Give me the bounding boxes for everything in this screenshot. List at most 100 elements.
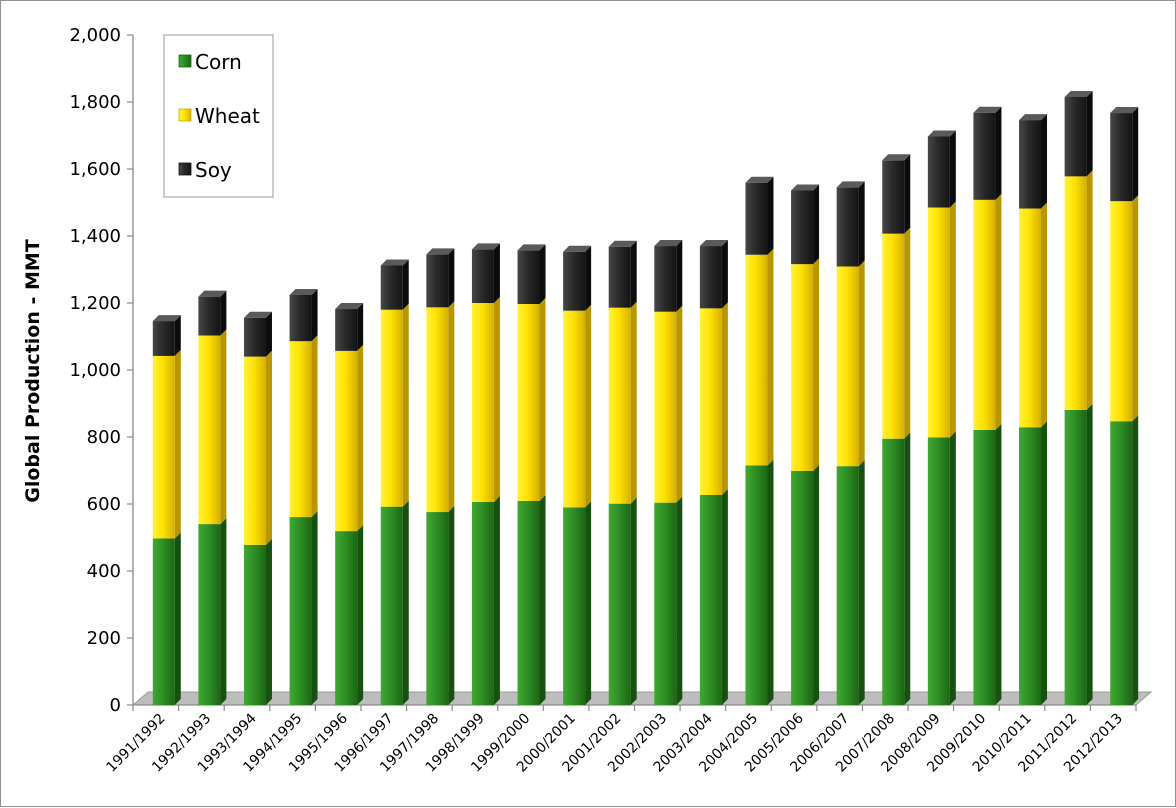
bar-top-soy bbox=[791, 184, 820, 191]
bar-segment-wheat bbox=[563, 310, 586, 508]
bar-group bbox=[243, 311, 272, 705]
bar-top-soy bbox=[608, 240, 637, 247]
bar-side-corn bbox=[1086, 403, 1093, 705]
bar-side-soy bbox=[265, 311, 272, 357]
bar-side-corn bbox=[585, 501, 592, 705]
bar-side-wheat bbox=[858, 260, 865, 467]
bar-segment-wheat bbox=[608, 307, 631, 504]
bar-segment-corn bbox=[471, 501, 494, 705]
bar-side-soy bbox=[357, 303, 364, 351]
bar-top-soy bbox=[1019, 114, 1048, 121]
bar-group bbox=[152, 315, 181, 705]
bar-top-soy bbox=[836, 181, 865, 188]
bar-segment-wheat bbox=[973, 199, 996, 430]
bar-segment-corn bbox=[517, 500, 540, 705]
bar-segment-wheat bbox=[243, 356, 266, 545]
bar-top-soy bbox=[745, 176, 774, 183]
bar-side-soy bbox=[995, 106, 1002, 200]
bar-segment-soy bbox=[517, 250, 540, 305]
bar-segment-corn bbox=[1110, 421, 1133, 705]
bar-segment-wheat bbox=[882, 233, 905, 439]
bar-side-wheat bbox=[585, 304, 592, 508]
bar-side-corn bbox=[539, 494, 546, 705]
bar-group bbox=[973, 106, 1002, 705]
bar-side-wheat bbox=[220, 329, 227, 525]
bar-side-corn bbox=[493, 495, 500, 705]
bar-side-soy bbox=[174, 315, 181, 356]
bar-group bbox=[1110, 107, 1139, 705]
y-tick-label: 1,400 bbox=[69, 226, 121, 247]
bar-side-wheat bbox=[767, 248, 774, 466]
bar-side-corn bbox=[676, 496, 683, 705]
x-axis-ticks: 1991/19921992/19931993/19941994/19951995… bbox=[104, 705, 1137, 776]
bar-top-soy bbox=[380, 259, 409, 266]
bar-side-soy bbox=[539, 244, 546, 305]
bar-top-soy bbox=[973, 106, 1002, 113]
bar-side-corn bbox=[1041, 421, 1048, 705]
bar-top-soy bbox=[563, 245, 592, 252]
bar-top-soy bbox=[699, 240, 728, 247]
bar-side-corn bbox=[357, 525, 364, 705]
bar-group bbox=[882, 154, 911, 705]
bar-side-soy bbox=[858, 181, 865, 267]
bar-group bbox=[1019, 114, 1048, 705]
y-tick-label: 200 bbox=[87, 628, 121, 649]
legend: Corn Wheat Soy bbox=[163, 34, 274, 198]
bar-side-wheat bbox=[813, 258, 820, 471]
bar-side-corn bbox=[174, 532, 181, 705]
bar-side-wheat bbox=[1132, 195, 1139, 422]
bar-segment-corn bbox=[973, 429, 996, 705]
bar-group bbox=[380, 259, 409, 705]
y-tick-label: 1,600 bbox=[69, 159, 121, 180]
bar-top-soy bbox=[517, 244, 546, 251]
bar-top-soy bbox=[1110, 107, 1139, 114]
bar-segment-wheat bbox=[1110, 201, 1133, 422]
bar-segment-soy bbox=[836, 187, 859, 267]
bar-side-soy bbox=[904, 154, 911, 234]
bar-side-wheat bbox=[311, 335, 318, 518]
bar-side-soy bbox=[721, 240, 728, 309]
bar-segment-wheat bbox=[654, 311, 677, 503]
legend-label-soy: Soy bbox=[195, 158, 232, 182]
bar-segment-wheat bbox=[745, 254, 768, 466]
bar-segment-corn bbox=[1064, 409, 1087, 705]
bar-group bbox=[198, 290, 227, 705]
legend-item-soy: Soy bbox=[178, 158, 232, 182]
bar-segment-soy bbox=[1019, 120, 1042, 209]
bar-group bbox=[654, 240, 683, 705]
bar-group bbox=[927, 130, 956, 705]
bar-segment-corn bbox=[882, 438, 905, 705]
bar-side-corn bbox=[767, 459, 774, 705]
bar-side-corn bbox=[721, 488, 728, 705]
bar-segment-wheat bbox=[289, 341, 312, 518]
bar-side-corn bbox=[402, 500, 409, 705]
legend-swatch-soy bbox=[178, 162, 192, 176]
bar-side-corn bbox=[630, 497, 637, 705]
bar-segment-soy bbox=[882, 160, 905, 234]
bar-side-wheat bbox=[1086, 170, 1093, 410]
bar-side-soy bbox=[448, 248, 455, 308]
bar-segment-soy bbox=[1110, 113, 1133, 202]
bar-side-wheat bbox=[949, 201, 956, 438]
bar-top-soy bbox=[882, 154, 911, 161]
bar-top-soy bbox=[654, 240, 683, 247]
bar-segment-corn bbox=[289, 517, 312, 705]
bar-segment-corn bbox=[654, 502, 677, 705]
bar-side-corn bbox=[265, 538, 272, 705]
bar-segment-corn bbox=[152, 538, 175, 705]
y-tick-label: 0 bbox=[110, 695, 121, 716]
bar-segment-corn bbox=[791, 470, 814, 705]
bar-group bbox=[335, 303, 364, 705]
bar-top-soy bbox=[289, 288, 318, 295]
bar-segment-corn bbox=[563, 507, 586, 705]
bar-group bbox=[289, 288, 318, 705]
bar-segment-soy bbox=[791, 190, 814, 265]
bar-group bbox=[745, 176, 774, 705]
bar-segment-soy bbox=[380, 265, 403, 310]
bar-segment-wheat bbox=[335, 350, 358, 532]
bar-segment-wheat bbox=[471, 303, 494, 502]
bar-segment-soy bbox=[654, 246, 677, 312]
legend-label-wheat: Wheat bbox=[195, 104, 260, 128]
y-tick-label: 1,200 bbox=[69, 293, 121, 314]
bar-side-soy bbox=[220, 290, 227, 336]
